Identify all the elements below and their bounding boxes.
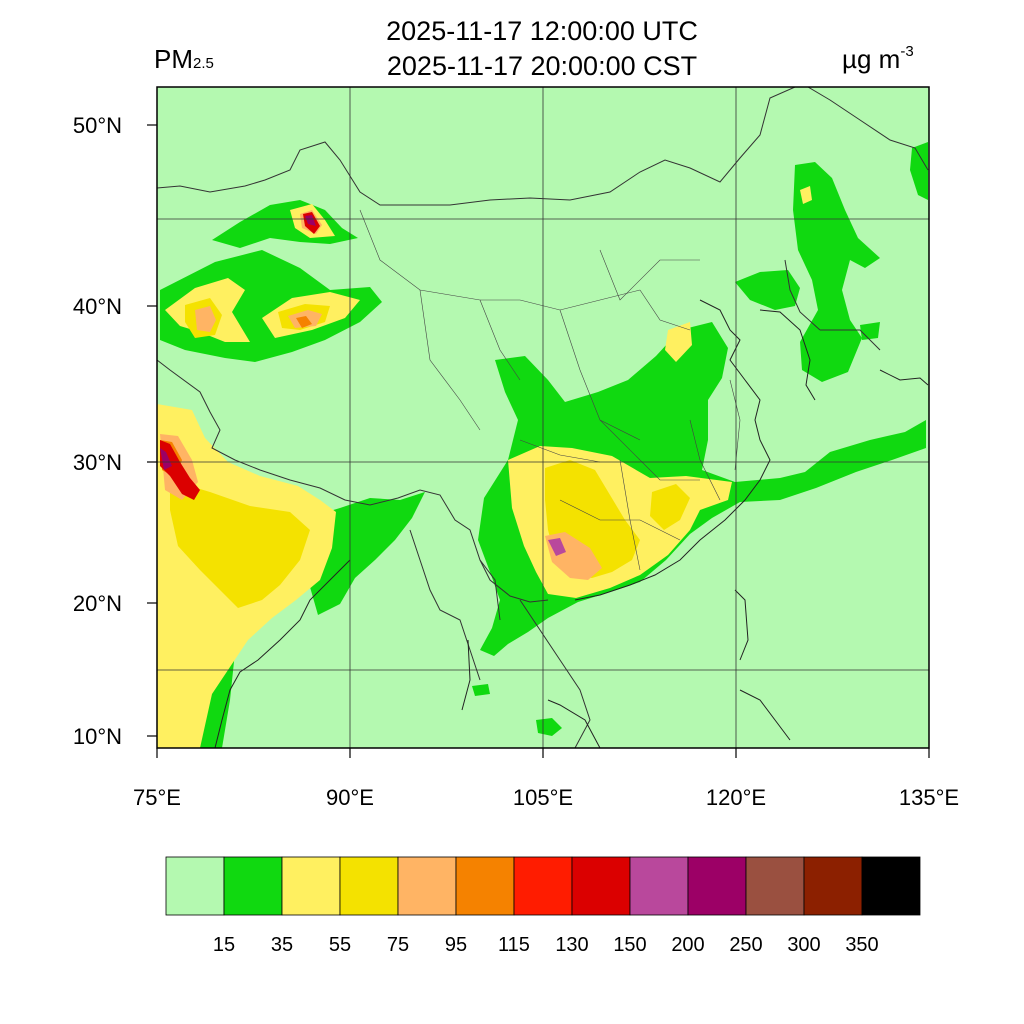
lon-tick-90: 90°E bbox=[326, 785, 374, 810]
colorbar-swatch-8 bbox=[629, 856, 689, 916]
colorbar-label-55: 55 bbox=[329, 934, 351, 956]
north-plain-spot bbox=[665, 322, 692, 362]
northeast-edge bbox=[910, 142, 928, 200]
colorbar-label-75: 75 bbox=[387, 934, 409, 956]
bohai-strip bbox=[735, 270, 800, 310]
unit-exponent: -3 bbox=[900, 43, 914, 60]
variable-label: PM2.5 bbox=[154, 46, 214, 72]
xinjiang-orange-3 bbox=[296, 316, 312, 328]
unit-label: µg m-3 bbox=[842, 43, 914, 74]
india-red bbox=[160, 440, 200, 500]
title-cst: 2025-11-17 20:00:00 CST bbox=[386, 51, 698, 81]
colorbar-swatch-10 bbox=[745, 856, 805, 916]
colorbar-label-95: 95 bbox=[445, 934, 467, 956]
unit-main: µg m bbox=[842, 44, 901, 74]
northeast-spot bbox=[800, 186, 812, 204]
province-borders bbox=[359, 209, 741, 571]
colorbar-label-250: 250 bbox=[729, 934, 762, 956]
lat-tick-30: 30°N bbox=[73, 450, 122, 475]
colorbar-label-130: 130 bbox=[555, 934, 588, 956]
sichuan-pink bbox=[548, 538, 566, 556]
lat-tick-50: 50°N bbox=[73, 113, 122, 138]
lon-tick-labels: 75°E 90°E 105°E 120°E 135°E bbox=[133, 785, 959, 810]
colorbar-swatch-3 bbox=[339, 856, 399, 916]
dzungaria-purple bbox=[305, 215, 316, 226]
title-utc: 2025-11-17 12:00:00 UTC bbox=[386, 16, 698, 46]
coastline bbox=[214, 299, 929, 748]
colorbar-swatch-6 bbox=[513, 856, 573, 916]
india-core-1 bbox=[170, 480, 310, 608]
hainan-spot-2 bbox=[472, 684, 490, 696]
variable-subscript: 2.5 bbox=[193, 55, 214, 72]
colorbar-swatch-7 bbox=[571, 856, 631, 916]
lon-tick-75: 75°E bbox=[133, 785, 181, 810]
hainan-spot bbox=[536, 718, 562, 736]
hotspot-areas bbox=[160, 212, 566, 556]
lon-tick-105: 105°E bbox=[513, 785, 573, 810]
colorbar-swatch-2 bbox=[281, 856, 341, 916]
korea-spot bbox=[860, 322, 880, 340]
india-purple bbox=[160, 448, 172, 470]
colorbar-swatch-0 bbox=[165, 856, 225, 916]
colorbar-swatch-12 bbox=[861, 856, 921, 916]
colorbar-swatch-11 bbox=[803, 856, 863, 916]
colorbar: 15 35 55 75 95 115 130 150 200 250 300 350 bbox=[165, 856, 921, 956]
lat-tick-40: 40°N bbox=[73, 294, 122, 319]
hunan-core bbox=[650, 484, 690, 530]
colorbar-label-35: 35 bbox=[271, 934, 293, 956]
xinjiang-orange-1 bbox=[195, 306, 216, 332]
lat-tick-20: 20°N bbox=[73, 591, 122, 616]
lon-tick-120: 120°E bbox=[706, 785, 766, 810]
colorbar-label-300: 300 bbox=[787, 934, 820, 956]
colorbar-label-15: 15 bbox=[213, 934, 235, 956]
lon-tick-135: 135°E bbox=[899, 785, 959, 810]
colorbar-swatch-4 bbox=[397, 856, 457, 916]
colorbar-swatch-1 bbox=[223, 856, 283, 916]
grid-lines bbox=[157, 87, 929, 748]
axis-ticks bbox=[147, 124, 930, 758]
northeast-china-plume bbox=[793, 162, 880, 382]
colorbar-label-350: 350 bbox=[845, 934, 878, 956]
colorbar-label-200: 200 bbox=[671, 934, 704, 956]
lat-tick-labels: 50°N 40°N 30°N 20°N 10°N bbox=[73, 113, 122, 749]
colorbar-swatch-9 bbox=[687, 856, 747, 916]
country-borders bbox=[157, 87, 929, 748]
variable-name: PM bbox=[154, 44, 193, 74]
colorbar-label-115: 115 bbox=[498, 934, 530, 956]
lat-tick-10: 10°N bbox=[73, 724, 122, 749]
colorbar-label-150: 150 bbox=[613, 934, 646, 956]
colorbar-swatch-5 bbox=[455, 856, 515, 916]
india-core-2 bbox=[235, 515, 258, 540]
